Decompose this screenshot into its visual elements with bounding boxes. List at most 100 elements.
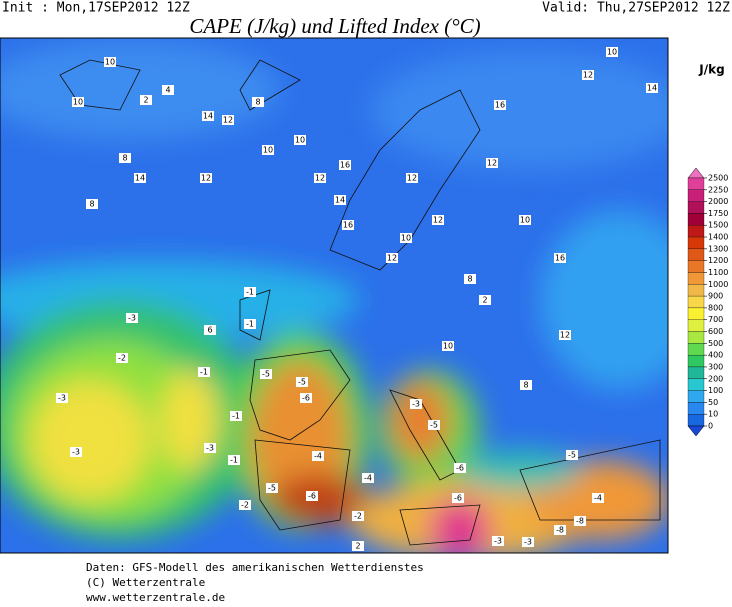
contour-label: 10 (73, 98, 83, 107)
colorbar-segment (687, 225, 705, 238)
label-box (72, 97, 84, 107)
valid-time: Valid: Thu,27SEP2012 12Z (542, 1, 730, 16)
label-box (126, 313, 138, 323)
label-box (296, 377, 308, 387)
contour-label: -3 (58, 394, 66, 403)
colorbar-label: 600 (708, 327, 723, 336)
label-box (56, 393, 68, 403)
contour-label: 10 (520, 216, 530, 225)
label-box (428, 420, 440, 430)
contour-label: 14 (335, 196, 345, 205)
label-box (228, 455, 240, 465)
colorbar-segment (687, 248, 705, 261)
label-box (386, 253, 398, 263)
label-box (519, 215, 531, 225)
label-box (442, 341, 454, 351)
contour-label: -5 (430, 421, 438, 430)
contour-label: 10 (105, 58, 115, 67)
contour-label: 14 (647, 84, 657, 93)
label-box (230, 411, 242, 421)
label-box (554, 253, 566, 263)
colorbar-label: 2500 (708, 174, 728, 183)
contour-label: -4 (364, 474, 372, 483)
label-box (452, 493, 464, 503)
contour-label: -4 (314, 452, 322, 461)
colorbar-label: 900 (708, 292, 723, 301)
colorbar-segment (687, 331, 705, 344)
contour-label: -8 (576, 517, 584, 526)
label-box (119, 153, 131, 163)
contour-label: 2 (355, 542, 360, 551)
colorbar-label: 0 (708, 422, 713, 431)
label-box (134, 173, 146, 183)
label-box (492, 536, 504, 546)
label-box (479, 295, 491, 305)
contour-label: 14 (203, 112, 213, 121)
colorbar-segment (687, 177, 705, 190)
contour-label: 10 (263, 146, 273, 155)
contour-label: -4 (594, 494, 602, 503)
contour-label: 12 (223, 116, 233, 125)
colorbar-cap (687, 167, 705, 179)
colorbar-label: 1400 (708, 233, 728, 242)
label-box (86, 199, 98, 209)
label-box (494, 100, 506, 110)
label-box (239, 500, 251, 510)
colorbar-segment (687, 354, 705, 368)
footer-line: Daten: GFS-Modell des amerikanischen Wet… (86, 561, 424, 574)
contour-label: -2 (354, 512, 362, 521)
contour-label: -3 (524, 538, 532, 547)
contour-label: 12 (433, 216, 443, 225)
init-time: Init : Mon,17SEP2012 12Z (2, 1, 190, 16)
contour-label: -1 (230, 456, 238, 465)
label-box (306, 491, 318, 501)
colorbar-segment (687, 402, 705, 415)
label-box (294, 135, 306, 145)
contour-label: -2 (241, 501, 249, 510)
map-title: CAPE (J/kg) und Lifted Index (°C) (189, 14, 480, 38)
colorbar-segment (687, 295, 705, 309)
label-box (314, 173, 326, 183)
contour-label: 16 (340, 161, 350, 170)
label-box (522, 537, 534, 547)
colorbar-label: 1500 (708, 221, 728, 230)
colorbar-segment (687, 284, 705, 297)
contour-label: 10 (401, 234, 411, 243)
label-box (352, 541, 364, 551)
label-box (646, 83, 658, 93)
label-box (204, 443, 216, 453)
label-box (70, 447, 82, 457)
label-box (202, 111, 214, 121)
label-box (606, 47, 618, 57)
contour-label: -3 (412, 400, 420, 409)
contour-label: -1 (246, 320, 254, 329)
contour-label: 12 (487, 159, 497, 168)
contour-label: 8 (523, 381, 528, 390)
colorbar-label: 800 (708, 303, 723, 312)
contour-label: 6 (207, 326, 212, 335)
label-box (262, 145, 274, 155)
contour-label: 12 (583, 71, 593, 80)
colorbar-segment (687, 390, 705, 403)
colorbar-label: 200 (708, 374, 723, 383)
label-box (352, 511, 364, 521)
map-frame (0, 37, 669, 554)
colorbar-segment (687, 236, 705, 250)
contour-label: 16 (555, 254, 565, 263)
label-box (554, 525, 566, 535)
contour-label: 16 (343, 221, 353, 230)
colorbar-label: 400 (708, 351, 723, 360)
colorbar-segment (687, 272, 705, 285)
contour-label: 8 (255, 98, 260, 107)
colorbar-label: 100 (708, 386, 723, 395)
contour-label: 12 (315, 174, 325, 183)
label-box (222, 115, 234, 125)
contour-label: 16 (495, 101, 505, 110)
contour-labels: 10 10 4 2 8 14 12 14 10 12 8 16 10 14 16 12 10 12 16 12 10 14… (56, 47, 658, 551)
label-box (162, 85, 174, 95)
colorbar-segment (687, 414, 705, 427)
colorbar-label: 10 (708, 410, 718, 419)
colorbar-segment (687, 366, 705, 379)
label-box (252, 97, 264, 107)
